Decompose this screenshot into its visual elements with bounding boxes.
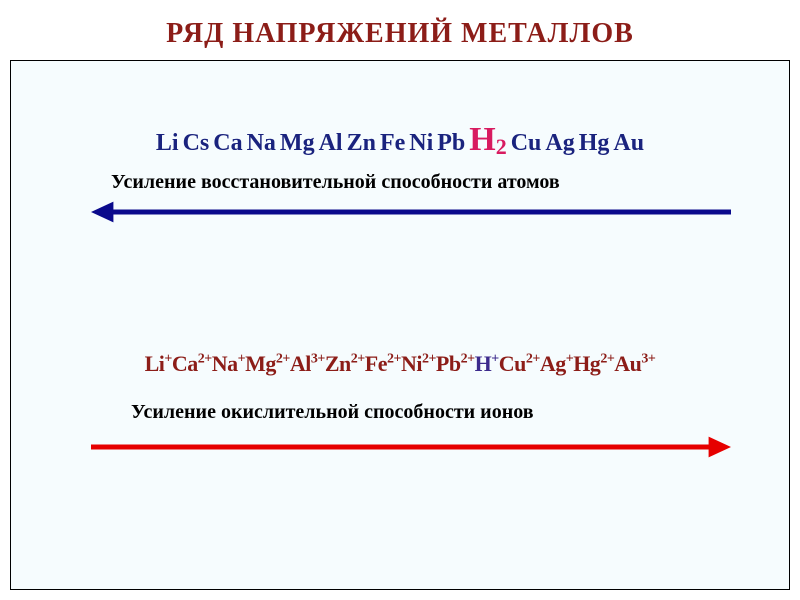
atoms-series: Li Cs Ca Na Mg Al Zn Fe Ni Pb Н2 Cu Ag H… bbox=[11, 121, 789, 160]
slide-title: РЯД НАПРЯЖЕНИЙ МЕТАЛЛОВ bbox=[0, 0, 800, 50]
ions-trend-label: Усиление окислительной способности ионов bbox=[131, 401, 534, 424]
ions-arrow-right bbox=[91, 436, 731, 458]
atoms-trend-label: Усиление восстановительной способности а… bbox=[111, 171, 560, 194]
ions-series: Li+Ca2+Na+Mg2+Al3+Zn2+Fe2+Ni2+Pb2+H+Cu2+… bbox=[11, 351, 789, 377]
slide: РЯД НАПРЯЖЕНИЙ МЕТАЛЛОВ Li Cs Ca Na Mg A… bbox=[0, 0, 800, 600]
content-box: Li Cs Ca Na Mg Al Zn Fe Ni Pb Н2 Cu Ag H… bbox=[10, 60, 790, 590]
atoms-arrow-left bbox=[91, 201, 731, 223]
